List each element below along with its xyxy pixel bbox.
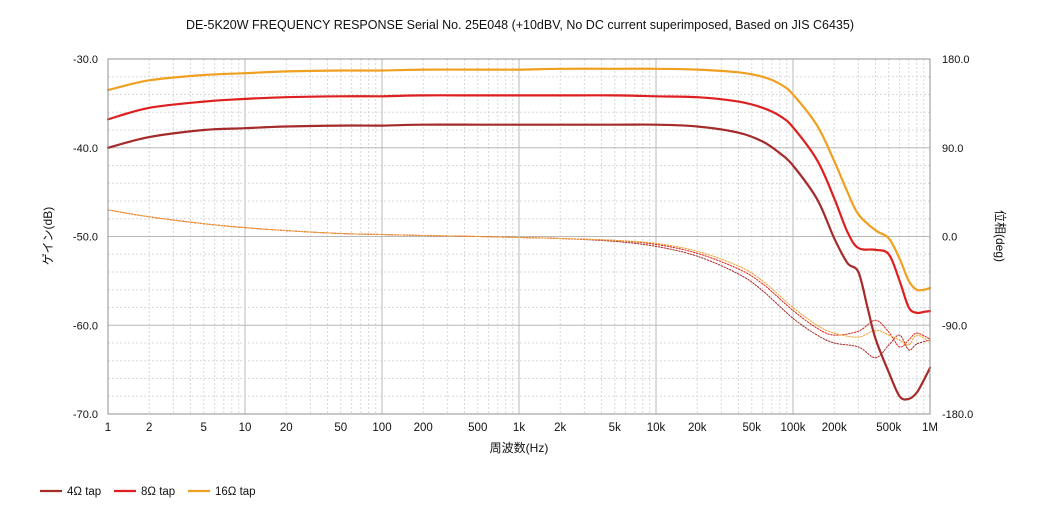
x-axis-label: 周波数(Hz) [490,440,549,455]
grid [107,58,931,415]
y-tick-label: -40.0 [73,143,98,155]
chart-title: DE-5K20W FREQUENCY RESPONSE Serial No. 2… [186,18,854,32]
legend-label-4tap: 4Ω tap [67,486,101,498]
y-tick-label: -50.0 [73,232,98,244]
x-tick-label: 5k [609,422,621,434]
phase-series-layer [107,209,931,359]
gain-line-8tap [106,94,932,315]
y2-axis-label: 位相(deg) [993,210,1008,262]
legend: 4Ω tap 8Ω tap 16Ω tap [40,486,256,498]
gain-series-layer [106,67,932,401]
y-axis-label: ゲイン(dB) [41,207,55,265]
x-tick-label: 10k [647,422,666,434]
x-tick-label: 100 [372,422,391,434]
legend-label-16tap: 16Ω tap [215,486,256,498]
y2-tick-label: 180.0 [942,54,970,66]
x-tick-label: 10 [239,422,252,434]
plot-area-border [107,58,931,415]
y2-tick-label: -180.0 [942,409,973,421]
x-tick-label: 1k [513,422,525,434]
y-tick-label: -70.0 [73,409,98,421]
y2-axis-ticks: 180.0 90.0 0.0 -90.0 -180.0 [942,54,973,421]
y2-tick-label: 0.0 [942,232,957,244]
x-tick-label: 200k [822,422,847,434]
x-tick-label: 1M [922,422,938,434]
x-tick-label: 2k [554,422,566,434]
y2-tick-label: -90.0 [942,320,967,332]
x-tick-label: 20 [280,422,293,434]
x-tick-label: 100k [781,422,806,434]
x-tick-label: 500 [468,422,487,434]
gain-line-16tap [106,67,932,292]
legend-label-8tap: 8Ω tap [141,486,175,498]
x-tick-label: 1 [105,422,111,434]
gain-line-4tap [106,123,932,401]
x-tick-label: 50 [334,422,347,434]
x-tick-label: 500k [876,422,901,434]
y2-tick-label: 90.0 [942,143,963,155]
x-tick-label: 20k [688,422,707,434]
x-tick-label: 200 [414,422,433,434]
phase-line-16tap [107,209,931,346]
x-tick-label: 50k [742,422,761,434]
x-axis-ticks: 1 2 5 10 20 50 100 200 500 1k 2k 5k 10k 20k 50k 100k 200… [105,422,938,434]
y-tick-label: -30.0 [73,54,98,66]
x-tick-label: 2 [146,422,152,434]
y-tick-label: -60.0 [73,320,98,332]
x-tick-label: 5 [201,422,207,434]
y-axis-ticks: -30.0 -40.0 -50.0 -60.0 -70.0 [73,54,98,421]
